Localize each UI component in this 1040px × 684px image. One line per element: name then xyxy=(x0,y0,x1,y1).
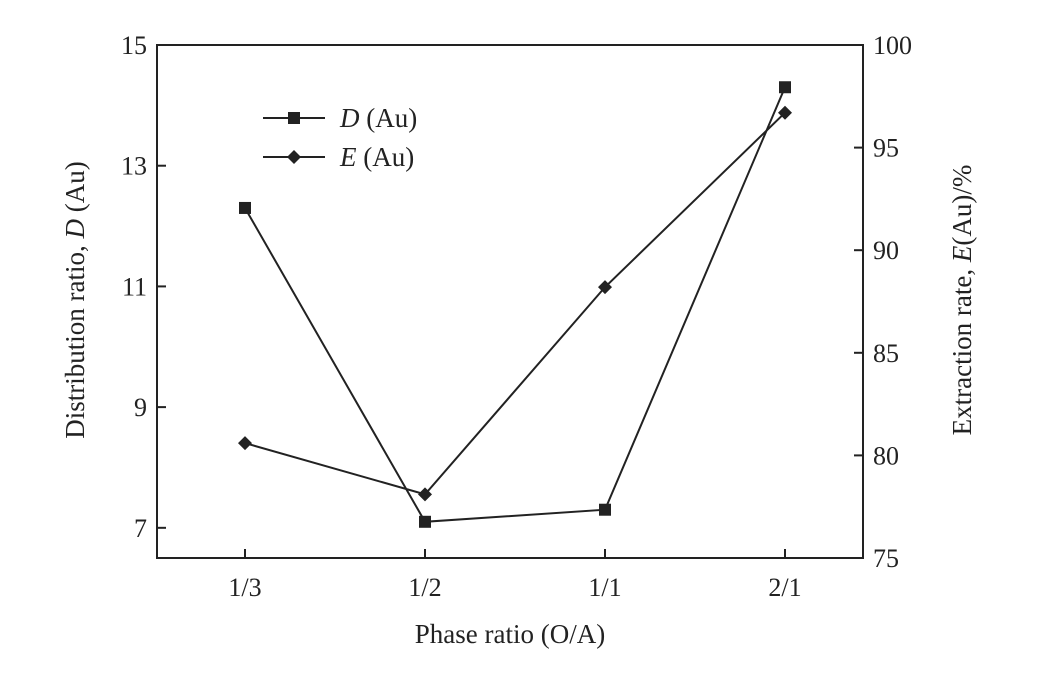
x-tick-label: 1/3 xyxy=(228,573,261,602)
x-axis-title: Phase ratio (O/A) xyxy=(415,619,605,649)
data-point-diamond xyxy=(238,436,252,451)
data-point-square xyxy=(239,201,251,214)
left-tick-label: 9 xyxy=(134,393,147,422)
right-tick-label: 95 xyxy=(873,134,899,163)
legend-marker-diamond xyxy=(287,150,301,164)
data-point-square xyxy=(779,81,791,94)
right-tick-label: 100 xyxy=(873,31,912,60)
data-point-diamond xyxy=(778,105,792,120)
data-point-diamond xyxy=(598,280,612,295)
left-axis-ticks: 7 9 11 13 15 xyxy=(121,31,166,543)
series-line-d xyxy=(244,86,786,523)
right-axis-ticks: 75 80 85 90 95 100 xyxy=(854,31,912,573)
legend-entry-e: E (Au) xyxy=(263,142,414,172)
legend-entry-d: D (Au) xyxy=(263,103,417,133)
left-axis-title: Distribution ratio, D (Au) xyxy=(60,161,90,438)
data-point-square xyxy=(419,515,431,528)
series-line-e xyxy=(244,111,786,496)
legend: D (Au) E (Au) xyxy=(263,103,417,172)
left-tick-label: 7 xyxy=(134,514,147,543)
left-tick-label: 13 xyxy=(121,152,147,181)
x-tick-label: 1/2 xyxy=(408,573,441,602)
x-tick-label: 2/1 xyxy=(768,573,801,602)
right-tick-label: 90 xyxy=(873,236,899,265)
legend-label-e: E (Au) xyxy=(339,142,414,172)
left-tick-label: 11 xyxy=(122,272,147,301)
legend-label-d: D (Au) xyxy=(339,103,417,133)
x-axis-ticks: 1/3 1/2 1/1 2/1 xyxy=(228,549,802,602)
right-tick-label: 75 xyxy=(873,544,899,573)
series-layer xyxy=(238,81,792,528)
data-point-square xyxy=(599,503,611,516)
left-tick-label: 15 xyxy=(121,31,147,60)
x-tick-label: 1/1 xyxy=(588,573,621,602)
right-axis-title: Extraction rate, E(Au)/% xyxy=(947,165,977,436)
legend-marker-square xyxy=(288,112,300,124)
right-tick-label: 80 xyxy=(873,441,899,470)
data-point-diamond xyxy=(418,487,432,502)
right-tick-label: 85 xyxy=(873,339,899,368)
plot-frame xyxy=(156,44,864,559)
